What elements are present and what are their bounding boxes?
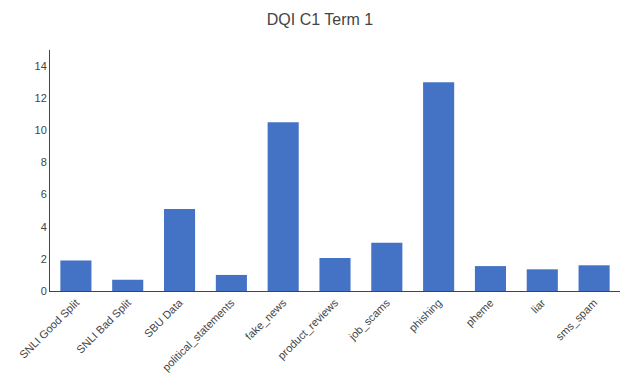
svg-text:2: 2 bbox=[41, 253, 47, 265]
svg-text:political_statements: political_statements bbox=[160, 296, 237, 373]
svg-text:job_scams: job_scams bbox=[346, 296, 393, 343]
svg-text:0: 0 bbox=[41, 285, 47, 297]
svg-text:sms_spam: sms_spam bbox=[553, 297, 599, 343]
svg-text:4: 4 bbox=[41, 221, 47, 233]
svg-text:8: 8 bbox=[41, 156, 47, 168]
svg-text:SNLI Good Split: SNLI Good Split bbox=[17, 297, 81, 361]
svg-text:10: 10 bbox=[35, 124, 47, 136]
svg-text:fake_news: fake_news bbox=[243, 296, 289, 342]
svg-text:DQI C1 Term 1: DQI C1 Term 1 bbox=[267, 11, 374, 28]
svg-text:pheme: pheme bbox=[463, 297, 495, 329]
svg-text:product_reviews: product_reviews bbox=[275, 296, 340, 361]
svg-text:SNLI Bad Split: SNLI Bad Split bbox=[74, 297, 133, 356]
svg-text:12: 12 bbox=[35, 92, 47, 104]
svg-text:6: 6 bbox=[41, 188, 47, 200]
svg-text:phishing: phishing bbox=[406, 297, 443, 334]
svg-text:liar: liar bbox=[529, 296, 548, 315]
svg-text:14: 14 bbox=[35, 60, 47, 72]
svg-text:SBU Data: SBU Data bbox=[142, 296, 186, 340]
